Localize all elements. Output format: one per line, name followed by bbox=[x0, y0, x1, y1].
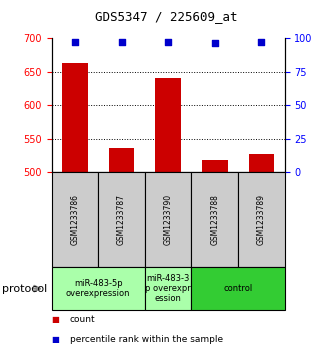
Text: ■: ■ bbox=[52, 335, 60, 344]
Text: control: control bbox=[223, 284, 253, 293]
Point bbox=[119, 39, 124, 45]
Point bbox=[72, 39, 78, 45]
Text: protocol: protocol bbox=[2, 284, 47, 294]
Point bbox=[166, 39, 171, 45]
Bar bbox=[248, 154, 274, 172]
Bar bbox=[62, 63, 88, 172]
Text: percentile rank within the sample: percentile rank within the sample bbox=[70, 335, 223, 344]
Point bbox=[259, 39, 264, 45]
Text: GSM1233789: GSM1233789 bbox=[257, 194, 266, 245]
Text: GSM1233790: GSM1233790 bbox=[164, 194, 173, 245]
Bar bbox=[155, 78, 181, 172]
Bar bbox=[109, 148, 134, 172]
Bar bbox=[202, 160, 228, 172]
Text: GDS5347 / 225609_at: GDS5347 / 225609_at bbox=[95, 10, 238, 23]
Text: GSM1233786: GSM1233786 bbox=[70, 194, 80, 245]
Text: ■: ■ bbox=[52, 315, 60, 324]
Text: miR-483-5p
overexpression: miR-483-5p overexpression bbox=[66, 279, 131, 298]
Point bbox=[212, 41, 217, 46]
Text: GSM1233788: GSM1233788 bbox=[210, 194, 219, 245]
Text: miR-483-3
p overexpr
ession: miR-483-3 p overexpr ession bbox=[145, 274, 191, 303]
Text: count: count bbox=[70, 315, 96, 324]
Text: GSM1233787: GSM1233787 bbox=[117, 194, 126, 245]
